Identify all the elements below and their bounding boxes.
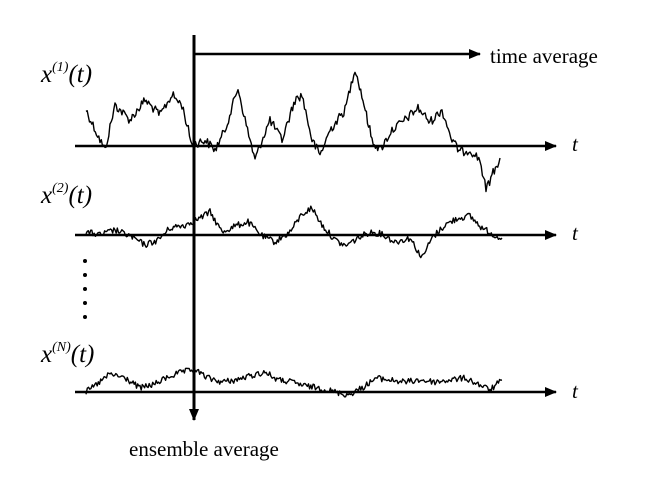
axis-label-t-n: t — [572, 379, 578, 403]
trace-series-n — [85, 367, 503, 398]
trace-series-1 — [85, 71, 501, 193]
trace-series-2 — [85, 205, 503, 259]
ellipsis-dot — [83, 287, 87, 291]
series-label-2: x(2)(t) — [41, 181, 93, 209]
ellipsis-dot — [83, 301, 87, 305]
ellipsis-dot — [83, 315, 87, 319]
time-average-label: time average — [490, 44, 598, 68]
series-label-n: x(N)(t) — [41, 340, 95, 368]
ensemble-average-label: ensemble average — [129, 437, 279, 461]
axis-label-t-1: t — [572, 132, 578, 156]
ellipsis-dot — [83, 259, 87, 263]
axis-label-t-2: t — [572, 221, 578, 245]
ellipsis-dot — [83, 273, 87, 277]
series-label-1: x(1)(t) — [41, 60, 93, 88]
